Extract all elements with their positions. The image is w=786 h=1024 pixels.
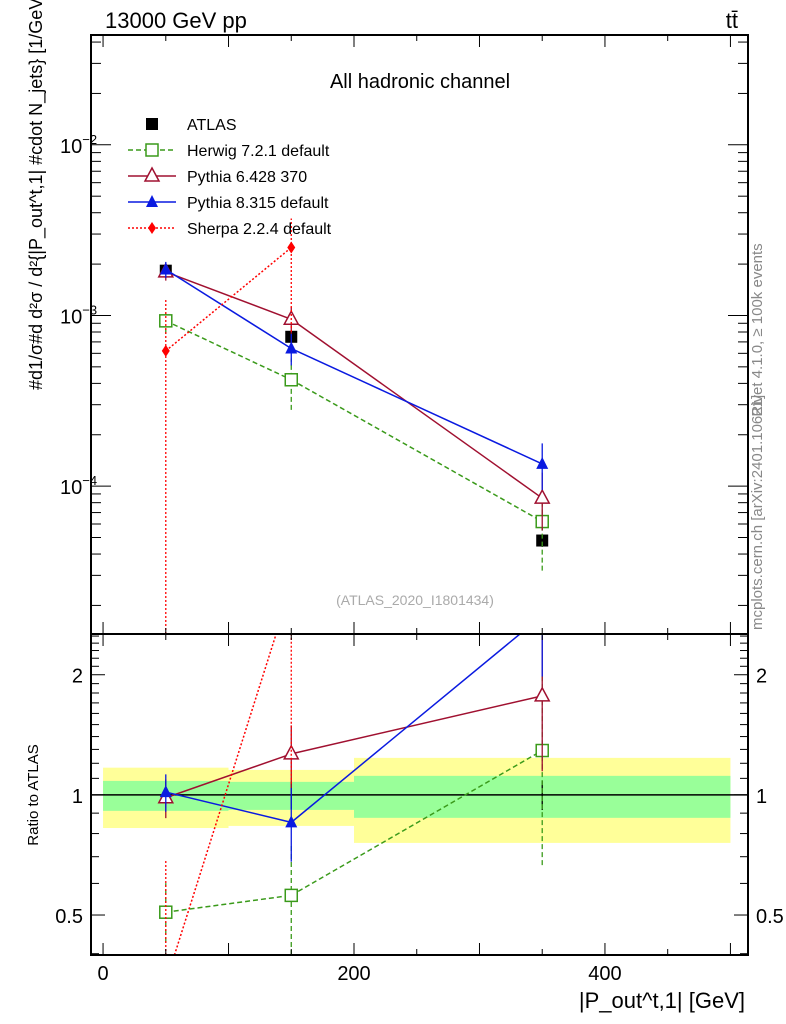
- series-line: [165, 268, 292, 350]
- marker-open-triangle: [283, 309, 300, 326]
- y-tick-label: 10−3: [60, 302, 97, 328]
- marker-open-triangle: [533, 686, 551, 702]
- marker-open-square: [284, 888, 299, 903]
- marker-diamond: [161, 344, 170, 357]
- ratio-y-tick-label: 0.5: [55, 906, 83, 928]
- series-line: [165, 320, 292, 381]
- ratio-series-line: [173, 633, 277, 956]
- marker-triangle: [285, 341, 298, 354]
- ratio-y-tick-label: 1: [756, 786, 767, 808]
- main-plot-area: [157, 218, 551, 634]
- legend-label: Pythia 8.315 default: [187, 195, 329, 212]
- process-label: tt̄: [726, 8, 738, 33]
- ratio-plot-area: [91, 633, 748, 956]
- marker-diamond: [287, 241, 296, 254]
- legend-label: Herwig 7.2.1 default: [187, 143, 330, 160]
- ratio-series-line: [165, 894, 292, 913]
- marker-open-triangle: [533, 488, 551, 504]
- legend-label: Sherpa 2.2.4 default: [187, 221, 332, 238]
- marker-square: [536, 534, 549, 547]
- marker-open-square: [145, 143, 159, 157]
- x-tick-label: 200: [337, 963, 370, 985]
- legend-label: ATLAS: [187, 117, 237, 134]
- marker-triangle: [159, 262, 172, 275]
- ratio-series-line: [290, 749, 543, 897]
- ratio-series-line: [165, 753, 292, 799]
- marker-open-square: [159, 905, 173, 919]
- y-tick-label: 10−4: [60, 473, 97, 499]
- marker-open-triangle: [143, 166, 161, 182]
- ratio-y-tick-label: 2: [756, 666, 767, 688]
- marker-open-square: [284, 373, 299, 387]
- main-ylabel: #d1/σ#d d²σ / d²{|P_out^t,1| #cdot N_jet…: [26, 0, 47, 390]
- series-line: [165, 246, 292, 352]
- ratio-y-tick-label: 2: [72, 666, 83, 688]
- ratio-y-tick-label: 0.5: [756, 906, 784, 928]
- x-tick-label: 400: [588, 963, 621, 985]
- series-line: [290, 318, 543, 499]
- series-line: [290, 379, 543, 523]
- energy-label: 13000 GeV pp: [105, 8, 247, 33]
- analysis-watermark: (ATLAS_2020_I1801434): [336, 592, 494, 608]
- ratio-series-line: [290, 633, 521, 823]
- marker-triangle: [146, 195, 158, 207]
- marker-triangle: [536, 456, 549, 469]
- legend-label: Pythia 6.428 370: [187, 169, 307, 186]
- ratio-series-line: [165, 791, 292, 824]
- ratio-y-tick-label: 1: [72, 786, 83, 808]
- x-axis-label: |P_out^t,1| [GeV]: [579, 988, 745, 1013]
- mcplots-label: mcplots.cern.ch [arXiv:2401.10621]: [749, 395, 766, 630]
- marker-square: [146, 118, 158, 130]
- marker-diamond: [148, 222, 156, 234]
- series-line: [165, 271, 292, 320]
- marker-triangle: [285, 815, 298, 828]
- marker-triangle: [159, 785, 172, 798]
- main-title: All hadronic channel: [330, 71, 510, 93]
- ratio-ylabel: Ratio to ATLAS: [25, 744, 42, 845]
- x-tick-label: 0: [97, 963, 108, 985]
- series-line: [290, 347, 543, 465]
- rivet-label: Rivet 4.1.0, ≥ 100k events: [749, 243, 766, 416]
- ratio-series-line: [291, 695, 543, 755]
- y-tick-label: 10−2: [60, 132, 97, 158]
